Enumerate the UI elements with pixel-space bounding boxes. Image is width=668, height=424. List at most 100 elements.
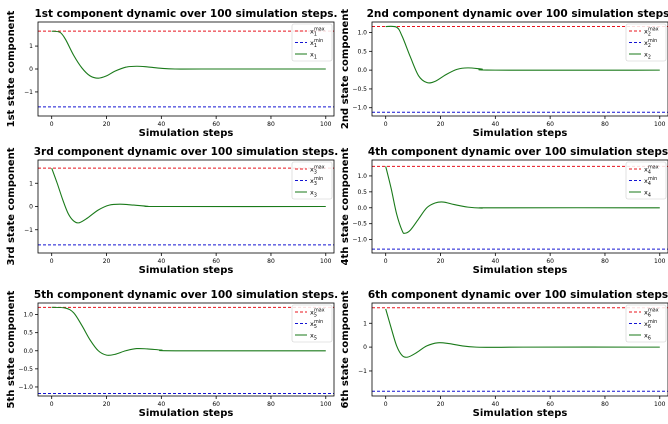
y-tick-label: 0.0 [357, 205, 367, 212]
x-tick-label: 0 [384, 258, 388, 265]
x-tick-label: 40 [158, 121, 166, 128]
x-tick-label: 0 [50, 121, 54, 128]
legend-box [291, 161, 333, 200]
legend-entry: x5min [310, 319, 323, 330]
y-axis-label: 4th state component [340, 147, 351, 265]
chart-panel-6: 6th component dynamic over 100 simulatio… [340, 289, 668, 419]
y-axis-label: 3rd state component [6, 147, 17, 265]
x-tick-label: 40 [492, 401, 500, 408]
legend-entry: x3min [310, 176, 323, 187]
x-tick-label: 0 [384, 401, 388, 408]
y-tick-label: 1 [363, 320, 367, 327]
chart-title: 2nd component dynamic over 100 simulatio… [367, 8, 668, 20]
x-tick-label: 60 [212, 121, 220, 128]
chart-panel-4: 4th component dynamic over 100 simulatio… [340, 146, 668, 276]
x-tick-label: 0 [50, 258, 54, 265]
chart-title: 3rd component dynamic over 100 simulatio… [34, 146, 339, 158]
x-tick-label: 20 [437, 121, 445, 128]
x-tick-label: 100 [320, 401, 332, 408]
x-tick-label: 20 [437, 401, 445, 408]
x-tick-label: 60 [212, 401, 220, 408]
y-tick-label: 1 [29, 43, 33, 50]
y-tick-label: −1.0 [352, 105, 367, 112]
x-axis-label: Simulation steps [139, 265, 234, 276]
x-tick-label: 100 [320, 121, 332, 128]
legend-entry: x6min [644, 319, 657, 330]
state-series-line [51, 306, 326, 356]
legend-entry: x1min [310, 38, 323, 49]
chart-title: 1st component dynamic over 100 simulatio… [34, 8, 337, 20]
legend-entry: x5max [310, 308, 325, 318]
state-series-line [51, 167, 326, 224]
plot-frame [371, 159, 668, 254]
legend-entry: x6max [644, 308, 659, 318]
y-axis-label: 1st state component [6, 10, 17, 127]
chart-panel-3: 3rd component dynamic over 100 simulatio… [6, 146, 338, 276]
legend-entry: x3max [310, 165, 325, 175]
x-tick-label: 80 [601, 401, 609, 408]
y-tick-label: 0 [29, 204, 33, 211]
x-tick-label: 80 [267, 401, 275, 408]
y-axis-label: 6th state component [340, 290, 351, 408]
chart-title: 5th component dynamic over 100 simulatio… [34, 289, 338, 301]
x-tick-label: 80 [267, 121, 275, 128]
legend-entry: x1 [310, 51, 317, 61]
plot-frame [37, 21, 335, 117]
y-tick-label: 0.0 [23, 348, 33, 355]
y-tick-label: −1 [358, 368, 367, 375]
y-tick-label: 1 [29, 180, 33, 187]
y-tick-label: 1.0 [23, 312, 33, 319]
x-tick-label: 20 [437, 258, 445, 265]
x-tick-label: 40 [492, 258, 500, 265]
legend-entry: x5 [310, 332, 317, 342]
chart-panel-1: 1st component dynamic over 100 simulatio… [6, 8, 338, 139]
state-series-line [385, 308, 660, 358]
legend-entry: x3 [310, 189, 317, 199]
x-tick-label: 80 [601, 258, 609, 265]
x-axis-label: Simulation steps [139, 408, 234, 419]
plot-frame [37, 159, 335, 254]
y-tick-label: 0 [363, 344, 367, 351]
x-tick-label: 20 [103, 401, 111, 408]
legend-entry: x4 [644, 189, 651, 199]
y-axis-label: 2nd state component [340, 9, 351, 130]
legend-box [625, 161, 667, 200]
x-axis-label: Simulation steps [473, 265, 568, 276]
x-tick-label: 100 [654, 258, 666, 265]
chart-panel-2: 2nd component dynamic over 100 simulatio… [340, 8, 668, 139]
chart-title: 6th component dynamic over 100 simulatio… [368, 289, 668, 301]
legend-box [291, 304, 333, 343]
state-series-line [385, 166, 660, 234]
x-tick-label: 0 [50, 401, 54, 408]
y-tick-label: −0.5 [352, 221, 367, 228]
x-tick-label: 80 [601, 121, 609, 128]
y-tick-label: 0.5 [23, 330, 33, 337]
x-tick-label: 40 [158, 401, 166, 408]
y-tick-label: 0.0 [357, 67, 367, 74]
y-tick-label: 0.5 [357, 189, 367, 196]
state-series-line [385, 25, 660, 84]
y-tick-label: 1.0 [357, 30, 367, 37]
legend-entry: x4min [644, 176, 657, 187]
x-tick-label: 0 [384, 121, 388, 128]
legend-box [625, 23, 667, 62]
y-tick-label: −1 [24, 227, 33, 234]
legend-entry: x2max [644, 27, 659, 37]
y-tick-label: −1 [24, 89, 33, 96]
y-tick-label: −1.0 [18, 384, 33, 391]
legend-entry: x2min [644, 38, 657, 49]
state-series-line [51, 30, 326, 79]
y-tick-label: 1.0 [357, 173, 367, 180]
y-axis-label: 5th state component [6, 290, 17, 408]
x-axis-label: Simulation steps [473, 128, 568, 139]
plot-frame [37, 302, 335, 397]
x-tick-label: 100 [654, 121, 666, 128]
x-tick-label: 60 [546, 258, 554, 265]
legend-entry: x2 [644, 51, 651, 61]
